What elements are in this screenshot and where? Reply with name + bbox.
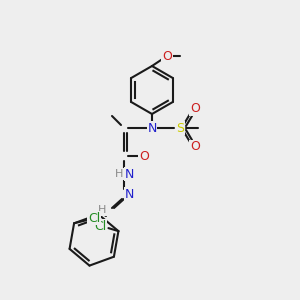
Text: N: N <box>147 122 157 134</box>
Text: S: S <box>176 122 184 134</box>
Text: Cl: Cl <box>94 220 106 232</box>
Text: H: H <box>115 169 123 179</box>
Text: O: O <box>190 103 200 116</box>
Text: O: O <box>190 140 200 154</box>
Text: Cl: Cl <box>88 212 100 225</box>
Text: O: O <box>162 50 172 62</box>
Text: O: O <box>139 149 149 163</box>
Text: H: H <box>98 205 106 215</box>
Text: N: N <box>124 188 134 200</box>
Text: N: N <box>124 167 134 181</box>
